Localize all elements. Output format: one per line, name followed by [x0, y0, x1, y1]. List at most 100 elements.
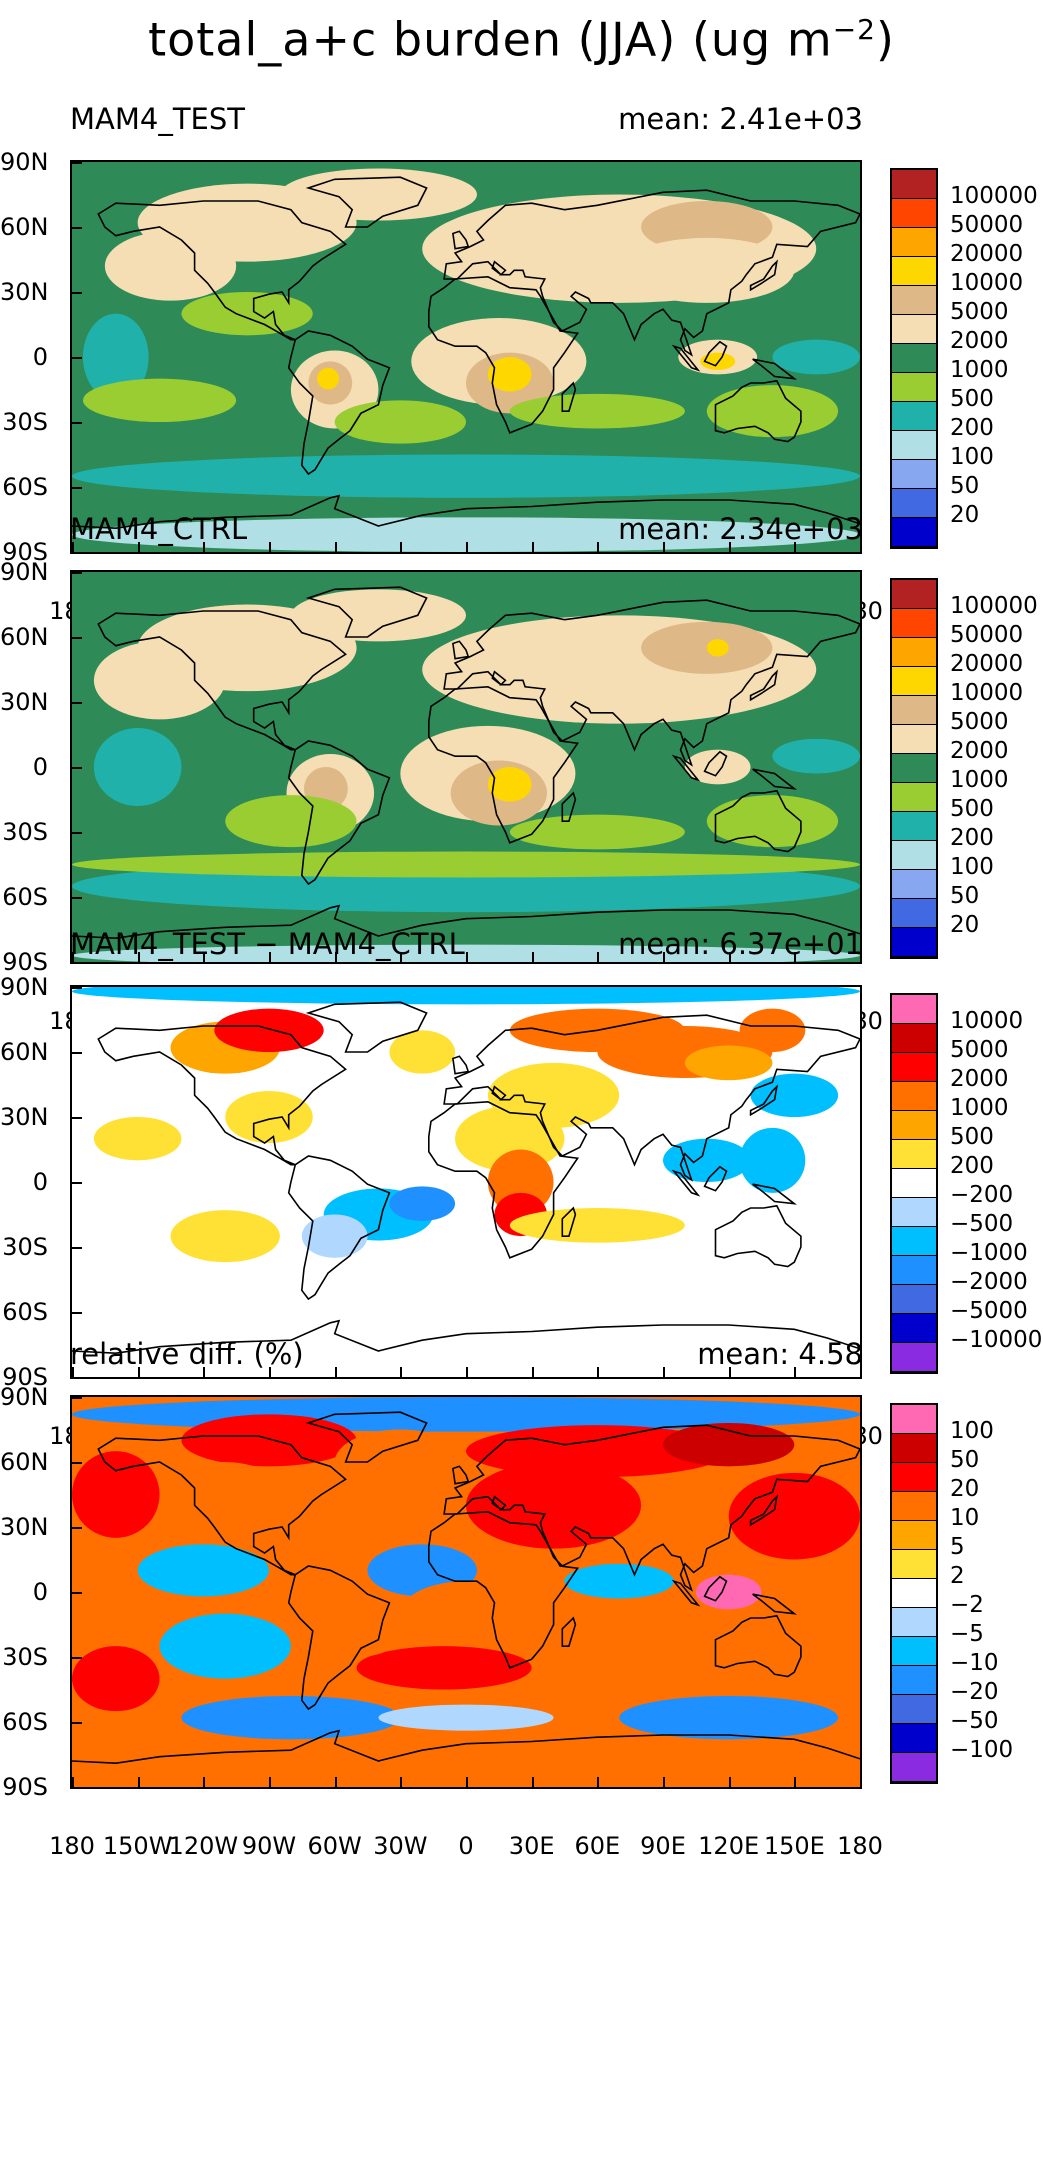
lat-label: 0 — [32, 753, 48, 781]
contour-region — [137, 1544, 269, 1597]
colorbar-label: 20000 — [950, 651, 1024, 677]
contour-region — [400, 1581, 532, 1647]
lon-label: 60E — [574, 1832, 621, 1860]
colorbar-label: 100 — [950, 444, 994, 470]
colorbar-swatch — [892, 518, 936, 547]
coastline-borneo — [703, 1575, 728, 1602]
panel-mean: mean: 2.41e+03 — [618, 102, 863, 136]
lat-label: 30S — [2, 408, 48, 436]
panel-title: MAM4_TEST − MAM4_CTRL — [70, 927, 465, 961]
colorbar-label: 100000 — [950, 593, 1038, 619]
panel-title: relative diff. (%) — [70, 1337, 304, 1371]
colorbar-label: 10000 — [950, 1008, 1024, 1034]
colorbar-swatch — [892, 870, 936, 899]
coastline-newguinea — [752, 1593, 798, 1615]
lat-label: 30S — [2, 1233, 48, 1261]
lat-label: 90S — [2, 1773, 48, 1801]
contour-region — [356, 1646, 532, 1690]
colorbar-label: −10000 — [950, 1327, 1043, 1353]
coastline-borneo — [703, 340, 728, 367]
coastline-namerica — [97, 1025, 347, 1166]
contour-region — [181, 1414, 357, 1467]
colorbar-label: −20 — [950, 1679, 999, 1705]
colorbar-swatch — [892, 1082, 936, 1111]
colorbar-swatch — [892, 1521, 936, 1550]
lon-label: 120W — [168, 1832, 239, 1860]
coastline-japan — [749, 1084, 778, 1117]
contour-region — [750, 1073, 839, 1117]
map-plot — [70, 160, 862, 554]
coastline-newguinea — [752, 1183, 798, 1205]
colorbar-swatch — [892, 1550, 936, 1579]
colorbar-swatch — [892, 1463, 936, 1492]
colorbar-swatch — [892, 1024, 936, 1053]
coastline-antarctica — [72, 1319, 860, 1355]
colorbar-swatch — [892, 1343, 936, 1372]
colorbar-swatch — [892, 1753, 936, 1782]
lat-label: 30N — [0, 1103, 49, 1131]
contour-region — [487, 767, 532, 802]
colorbar-swatch — [892, 1724, 936, 1753]
lon-label: 180 — [837, 1832, 883, 1860]
panel-mean: mean: 4.58 — [697, 1337, 863, 1371]
colorbar-swatch — [892, 402, 936, 431]
coastline-africa — [427, 685, 579, 844]
contour-region — [93, 728, 182, 806]
colorbar-swatch — [892, 199, 936, 228]
lat-label: 0 — [32, 1578, 48, 1606]
colorbar-label: 10000 — [950, 680, 1024, 706]
coastline-greenland — [305, 1001, 428, 1053]
colorbar — [890, 993, 938, 1374]
contour-region — [739, 1602, 850, 1668]
colorbar-swatch — [892, 1608, 936, 1637]
lat-label: 30S — [2, 818, 48, 846]
coastline-sumatra — [671, 754, 701, 782]
coastline-eurasia — [443, 189, 860, 357]
contour-region — [93, 1117, 182, 1161]
coastline-britain — [452, 640, 470, 660]
coastline-borneo — [703, 1165, 728, 1192]
colorbar-swatch — [892, 373, 936, 402]
contour-region — [170, 1210, 280, 1263]
lon-label: 180 — [49, 1832, 95, 1860]
coastline-sumatra — [671, 1169, 701, 1197]
contour-region — [772, 339, 860, 375]
colorbar-swatch — [892, 1227, 936, 1256]
lat-label: 90N — [0, 973, 49, 1001]
colorbar-label: 100 — [950, 854, 994, 880]
contour-region — [663, 1423, 795, 1467]
colorbar-label: 1000 — [950, 1095, 1009, 1121]
coastline-samerica — [287, 740, 391, 886]
contour-region — [301, 1214, 368, 1258]
lat-label: 30N — [0, 688, 49, 716]
lat-label: 90N — [0, 558, 49, 586]
lat-label: 90N — [0, 1383, 49, 1411]
coastline-australia — [714, 1614, 802, 1678]
contour-region — [509, 393, 685, 429]
lon-label: 30W — [373, 1832, 428, 1860]
map-panel-diff: MAM4_TEST − MAM4_CTRL mean: 6.37e+01 90N 60… — [0, 890, 1043, 1450]
contour-region — [72, 987, 860, 1005]
lat-label: 90N — [0, 148, 49, 176]
lat-label: 30S — [2, 1643, 48, 1671]
map-plot — [70, 570, 862, 964]
contour-region — [334, 1429, 466, 1495]
colorbar-swatch — [892, 995, 936, 1024]
contour-region — [225, 1091, 313, 1143]
contour-region — [72, 454, 860, 498]
colorbar-swatch — [892, 899, 936, 928]
colorbar-swatch — [892, 841, 936, 870]
colorbar-label: 50 — [950, 883, 980, 909]
coastline-newguinea — [752, 358, 798, 380]
coastline-greenland — [305, 586, 428, 638]
contour-region — [641, 201, 773, 253]
colorbar-label: 2000 — [950, 738, 1009, 764]
colorbar-label: −1000 — [950, 1240, 1028, 1266]
colorbar-swatch — [892, 286, 936, 315]
colorbar-swatch — [892, 1111, 936, 1140]
contour-region — [466, 1462, 642, 1549]
coastline-samerica — [287, 330, 391, 476]
panel-mean: mean: 2.34e+03 — [618, 512, 863, 546]
contour-region — [684, 1045, 773, 1081]
map-plot — [70, 1395, 862, 1789]
